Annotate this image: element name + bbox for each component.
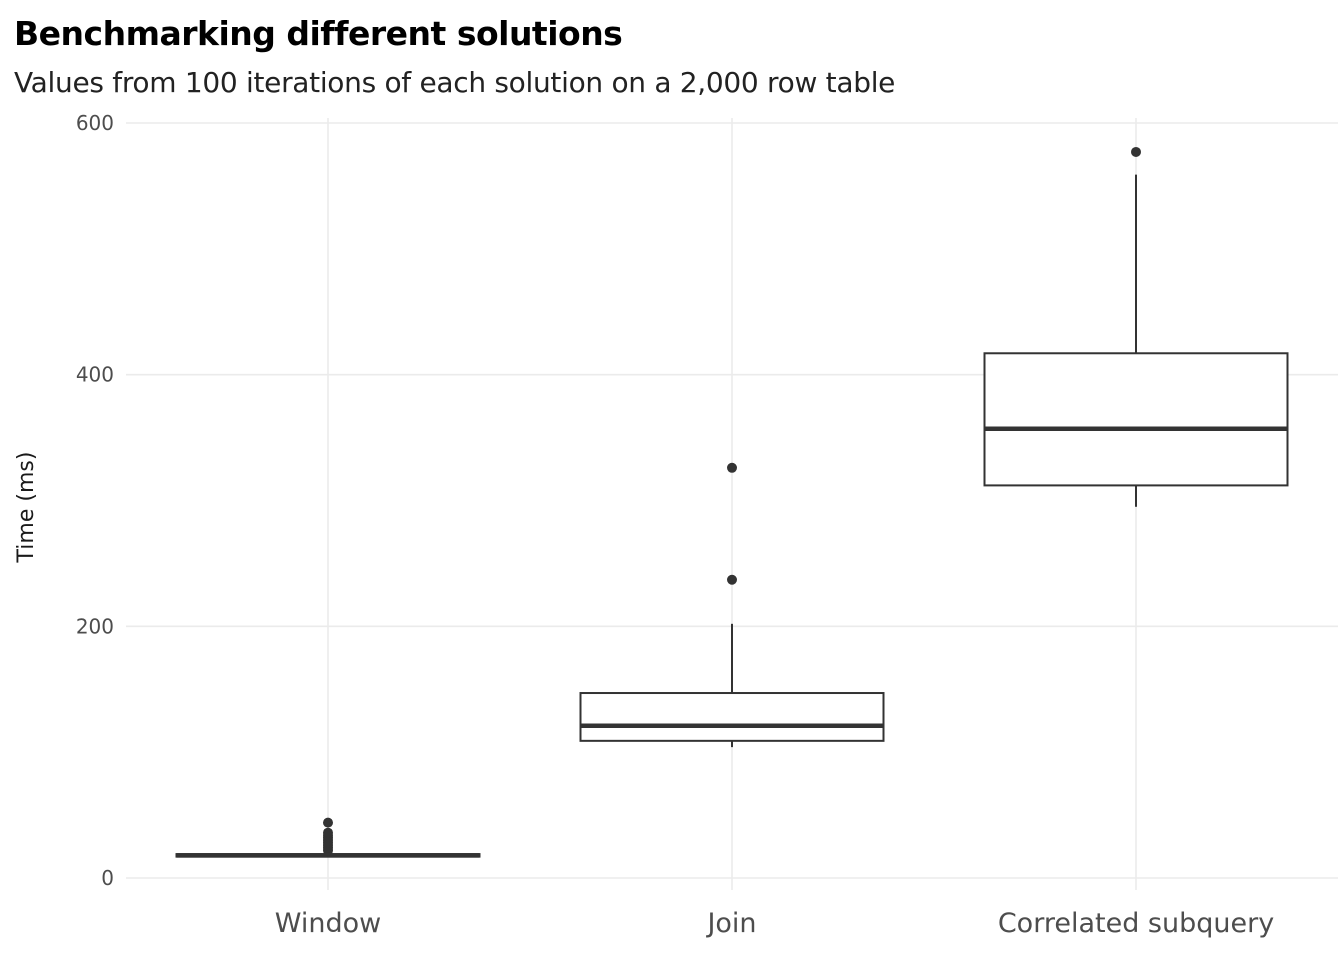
iqr-box <box>983 352 1289 487</box>
box-0 <box>175 817 481 858</box>
chart-subtitle: Values from 100 iterations of each solut… <box>14 66 896 99</box>
outlier-point-0 <box>727 574 737 585</box>
y-axis-ticks: 0 200 400 600 <box>76 111 114 890</box>
x-axis-ticks: Window Join Correlated subquery <box>275 908 1274 939</box>
outlier-point-1 <box>727 462 737 473</box>
y-tick-label-400: 400 <box>76 363 114 387</box>
outlier-point-8 <box>323 817 333 828</box>
outlier-point-0 <box>1131 146 1141 157</box>
outlier-point-7 <box>323 827 333 838</box>
chart-title: Benchmarking different solutions <box>14 14 623 53</box>
iqr-box <box>579 692 885 742</box>
box-series <box>175 146 1289 858</box>
y-axis-label: Time (ms) <box>14 452 39 564</box>
y-tick-label-200: 200 <box>76 614 114 638</box>
box-1 <box>579 462 885 748</box>
x-tick-label-1: Join <box>705 908 756 939</box>
x-tick-label-0: Window <box>275 908 381 939</box>
gridlines <box>126 118 1338 890</box>
y-tick-label-600: 600 <box>76 111 114 135</box>
x-tick-label-2: Correlated subquery <box>998 908 1274 939</box>
box-2 <box>983 146 1289 507</box>
y-tick-label-0: 0 <box>101 866 114 890</box>
